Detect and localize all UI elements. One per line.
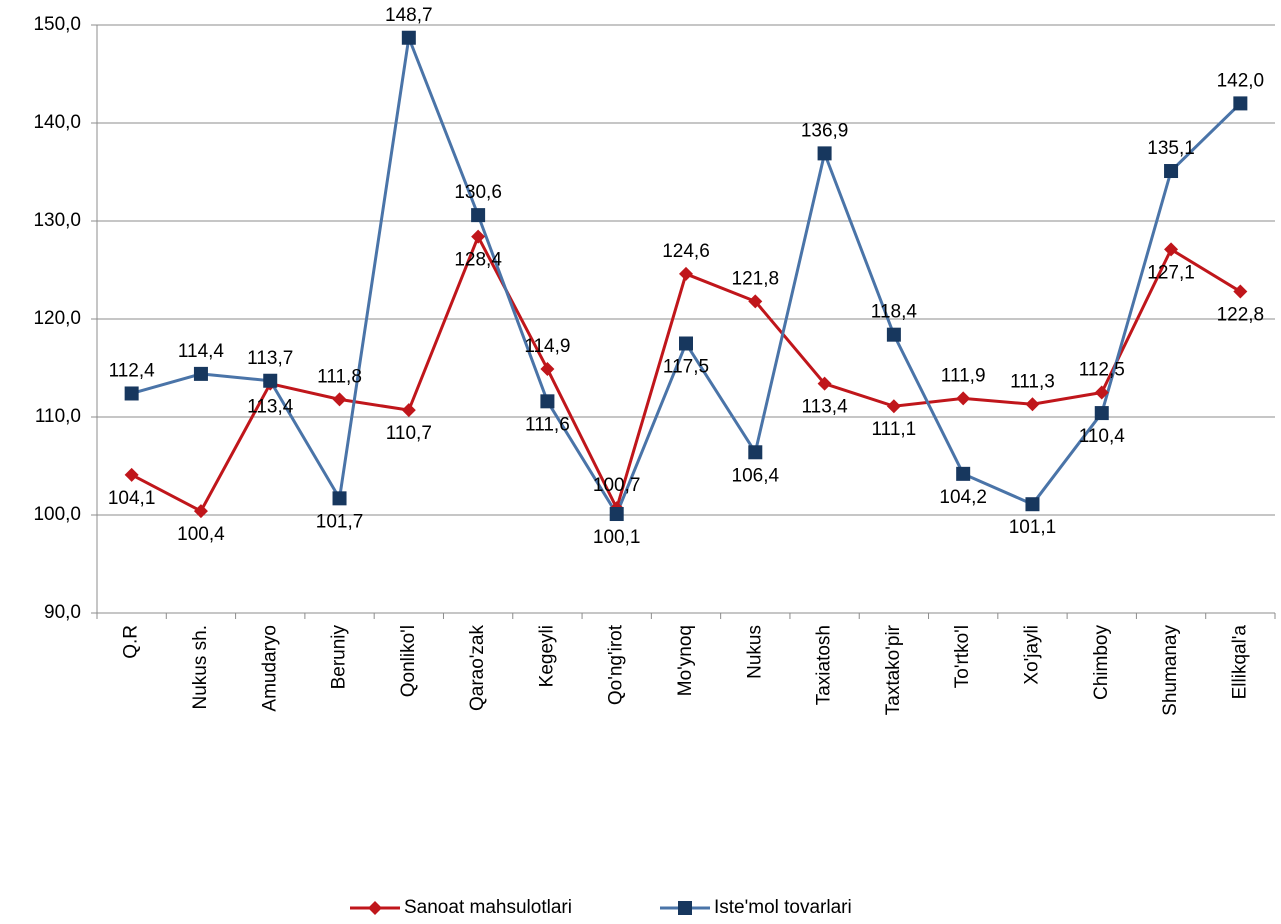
marker <box>401 30 416 45</box>
x-tick-label: Nukus <box>744 625 765 679</box>
y-tick-label: 120,0 <box>33 308 81 329</box>
marker <box>956 466 971 481</box>
data-label: 113,4 <box>802 397 849 418</box>
data-label: 136,9 <box>801 120 849 141</box>
marker <box>1025 397 1040 412</box>
marker <box>471 208 486 223</box>
data-label: 101,1 <box>1009 517 1057 538</box>
x-tick-label: Qarao'zak <box>467 625 488 712</box>
data-label: 111,6 <box>525 414 570 435</box>
y-tick-label: 90,0 <box>44 602 81 623</box>
marker <box>679 336 693 351</box>
x-tick-label: Qonliko'l <box>398 625 419 697</box>
data-label: 122,8 <box>1217 305 1265 326</box>
data-label: 100,1 <box>593 527 641 548</box>
marker <box>679 266 693 281</box>
marker <box>748 294 763 309</box>
x-tick-label: Ellikqal'a <box>1229 625 1250 700</box>
data-label: 121,8 <box>732 268 780 289</box>
marker <box>263 373 278 388</box>
marker <box>332 491 347 506</box>
data-label: 117,5 <box>663 357 709 378</box>
x-tick-label: Xo'jayli <box>1021 625 1042 685</box>
marker <box>1233 284 1248 299</box>
data-label: 114,4 <box>178 341 225 362</box>
data-label: 100,4 <box>177 524 225 545</box>
data-label: 124,6 <box>662 241 710 262</box>
x-tick-label: Chimboy <box>1091 625 1112 700</box>
marker <box>1094 406 1109 421</box>
y-tick-label: 100,0 <box>33 504 81 525</box>
data-label: 128,4 <box>454 250 502 271</box>
marker <box>1094 385 1109 400</box>
data-label: 104,2 <box>939 487 987 508</box>
data-label: 114,9 <box>524 336 570 357</box>
marker <box>956 391 971 406</box>
legend-label: Sanoat mahsulotlari <box>404 897 572 918</box>
data-label: 118,4 <box>871 302 918 323</box>
x-tick-label: Q.R <box>121 625 142 659</box>
data-label: 110,4 <box>1079 426 1126 447</box>
marker <box>817 146 832 161</box>
legend-marker <box>678 901 692 915</box>
data-label: 111,9 <box>941 365 986 386</box>
y-tick-label: 150,0 <box>33 14 81 35</box>
x-tick-label: Shumanay <box>1160 625 1181 716</box>
marker <box>609 507 624 522</box>
data-label: 127,1 <box>1147 262 1195 283</box>
data-label: 111,1 <box>872 419 917 440</box>
marker <box>401 403 416 418</box>
marker <box>1164 164 1179 179</box>
marker <box>1233 96 1248 111</box>
marker <box>193 366 208 381</box>
marker <box>193 504 208 519</box>
x-tick-label: Taxtako'pir <box>883 624 904 715</box>
data-label: 110,7 <box>386 423 432 444</box>
marker <box>748 445 763 460</box>
marker <box>1025 497 1040 512</box>
marker <box>817 376 832 391</box>
x-tick-label: Nukus sh. <box>190 625 211 709</box>
marker <box>540 361 555 376</box>
data-label: 148,7 <box>385 5 433 26</box>
data-label: 111,8 <box>317 366 362 387</box>
x-tick-label: Qo'ng'irot <box>606 624 627 705</box>
y-tick-label: 110,0 <box>35 406 81 427</box>
x-tick-label: To'rtko'l <box>952 625 973 688</box>
legend-label: Iste'mol tovarlari <box>714 897 852 918</box>
x-tick-label: Taxiatosh <box>814 625 835 705</box>
data-label: 130,6 <box>454 182 502 203</box>
marker <box>471 229 486 244</box>
marker <box>1164 242 1179 257</box>
data-label: 100,7 <box>593 475 641 496</box>
x-tick-label: Beruniy <box>329 625 350 690</box>
data-label: 101,7 <box>316 511 364 532</box>
data-label: 142,0 <box>1217 70 1265 91</box>
marker <box>540 394 555 409</box>
legend-marker <box>368 901 382 915</box>
data-label: 135,1 <box>1147 138 1195 159</box>
data-label: 106,4 <box>732 465 780 486</box>
data-label: 113,7 <box>247 348 293 369</box>
marker <box>886 327 901 342</box>
marker <box>124 386 139 401</box>
y-tick-label: 130,0 <box>33 210 81 231</box>
x-tick-label: Amudaryo <box>259 625 280 712</box>
x-tick-label: Mo'ynoq <box>675 625 696 696</box>
data-label: 112,5 <box>1079 360 1125 381</box>
marker <box>886 399 901 414</box>
marker <box>332 392 347 407</box>
data-label: 104,1 <box>108 488 156 509</box>
data-label: 112,4 <box>109 360 156 381</box>
y-tick-label: 140,0 <box>33 112 81 133</box>
x-tick-label: Kegeyli <box>536 625 557 687</box>
data-label: 113,4 <box>247 397 294 418</box>
marker <box>124 467 139 482</box>
data-label: 111,3 <box>1010 371 1055 392</box>
